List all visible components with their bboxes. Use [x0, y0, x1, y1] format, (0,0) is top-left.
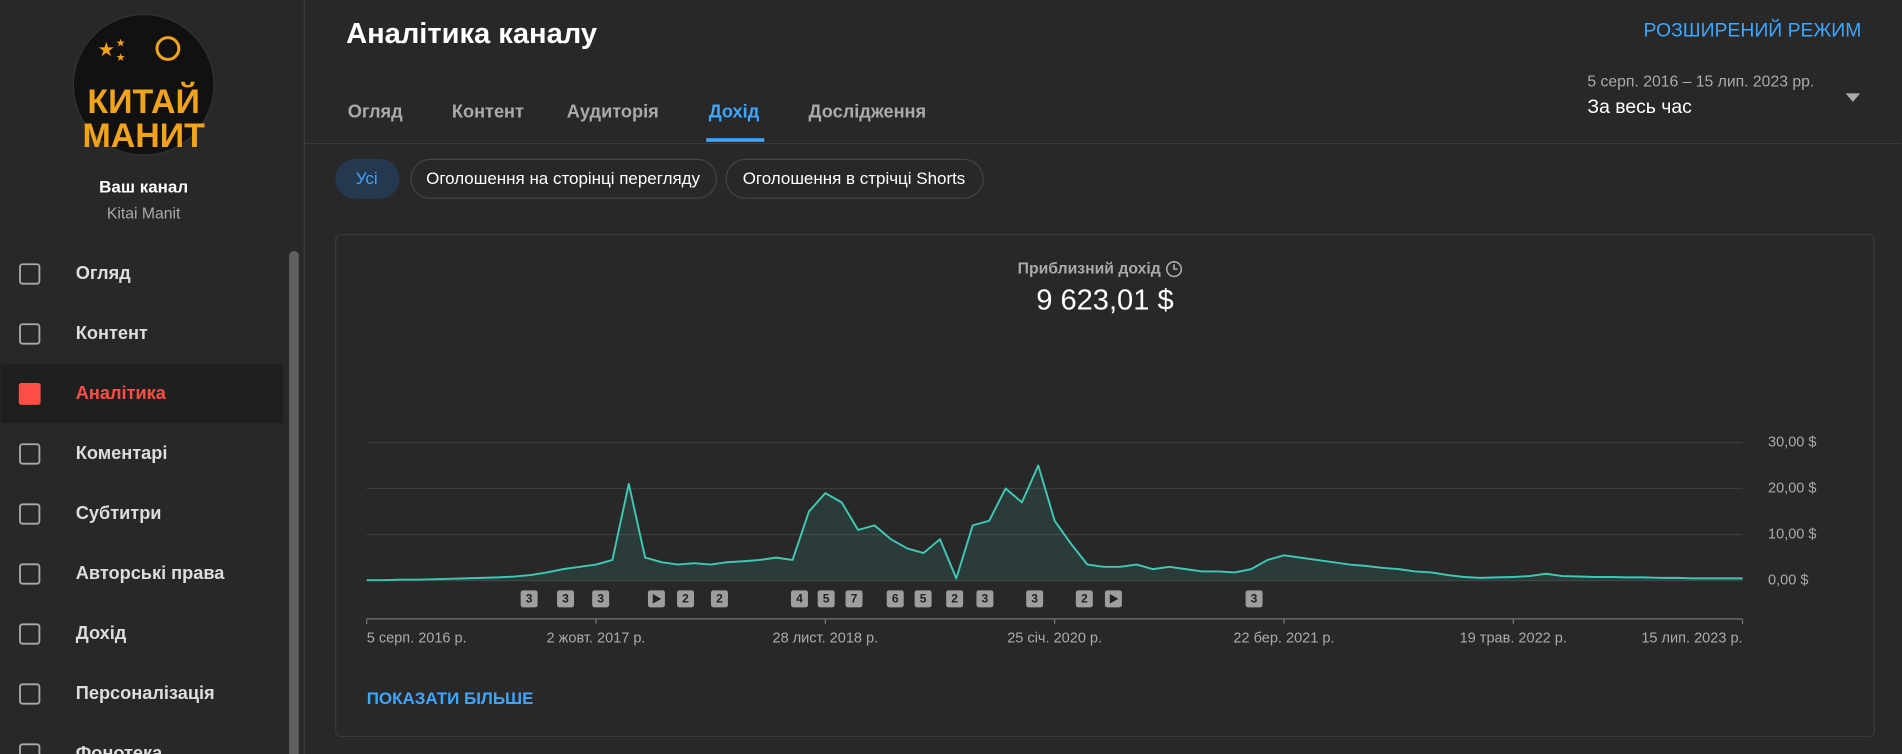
video-marker-label: 3 [982, 592, 989, 606]
video-marker-label: 5 [920, 592, 927, 606]
scrollbar[interactable] [289, 250, 299, 754]
dropdown-arrow[interactable] [1845, 93, 1861, 102]
video-marker-label: 4 [796, 592, 803, 606]
filter-chip[interactable] [335, 158, 400, 199]
video-marker[interactable] [790, 590, 808, 608]
video-marker[interactable] [557, 590, 574, 608]
tab-underline [706, 138, 765, 142]
nav-icon [19, 563, 41, 585]
nav-icon [19, 443, 41, 465]
video-marker[interactable] [946, 590, 964, 608]
y-tick-label: 20,00 $ [1768, 480, 1816, 496]
nav-item[interactable]: Дохід [76, 623, 127, 643]
nav-icon [19, 323, 41, 345]
video-marker[interactable] [1075, 590, 1093, 608]
nav-icon [19, 263, 41, 285]
x-tick-label: 19 трав. 2022 р. [1460, 631, 1567, 647]
video-marker-label: 3 [526, 592, 533, 606]
x-tick-label: 2 жовт. 2017 р. [547, 631, 646, 647]
nav-icon [18, 383, 41, 405]
area [366, 465, 1743, 581]
nav-item[interactable]: Контент [76, 323, 148, 343]
video-marker[interactable] [677, 590, 695, 608]
video-marker[interactable] [817, 590, 835, 608]
video-marker[interactable] [710, 590, 728, 608]
video-marker-label: 3 [597, 592, 604, 606]
nav-item[interactable]: Аналітика [76, 383, 167, 403]
y-tick-label: 30,00 $ [1768, 434, 1816, 450]
show-more-button[interactable]: ПОКАЗАТИ БІЛЬШЕ [367, 689, 534, 708]
info-icon[interactable] [1165, 261, 1183, 278]
nav-icon [19, 683, 41, 705]
video-marker-label: 3 [1251, 592, 1258, 606]
video-marker-icon [652, 593, 662, 604]
nav-item[interactable]: Персоналізація [76, 683, 215, 703]
video-marker-label: 2 [951, 592, 958, 606]
video-marker-label: 6 [892, 592, 899, 606]
video-marker[interactable] [976, 590, 994, 608]
nav-icon [19, 503, 41, 525]
tab[interactable]: Дослідження [809, 102, 927, 122]
nav-item[interactable]: Огляд [76, 263, 131, 283]
filter-chip[interactable] [410, 158, 718, 199]
nav-item[interactable]: Фонотека [76, 743, 163, 754]
nav-item[interactable]: Субтитри [76, 503, 162, 523]
date-range: 5 серп. 2016 – 15 лип. 2023 рр. [1587, 74, 1814, 91]
logo-text: МАНИТ [82, 117, 205, 155]
tab[interactable]: Огляд [348, 102, 403, 122]
nav-item[interactable]: Коментарі [76, 443, 168, 463]
logo-icon: ★ ★★ [98, 36, 181, 64]
svg-text:★: ★ [116, 52, 126, 64]
video-marker-label: 2 [1081, 592, 1088, 606]
video-marker-label: 2 [716, 592, 723, 606]
video-marker[interactable] [914, 590, 932, 608]
filter-chip[interactable] [725, 158, 984, 199]
svg-text:★: ★ [116, 38, 126, 50]
tab[interactable]: Дохід [709, 102, 760, 122]
logo-text: КИТАЙ [87, 82, 200, 121]
video-marker-label: 3 [562, 592, 569, 606]
x-tick-label: 5 серп. 2016 р. [367, 631, 467, 647]
line [366, 464, 1743, 582]
nav-icon [19, 743, 41, 754]
video-marker-icon [1109, 593, 1119, 604]
filter-chip-label: Оголошення на сторінці перегляду [426, 169, 700, 188]
x-tick-label: 15 лип. 2023 р. [1641, 631, 1742, 647]
video-marker-label: 7 [851, 592, 858, 606]
tab[interactable]: Аудиторія [567, 102, 659, 122]
video-marker[interactable] [520, 590, 538, 608]
period-selector[interactable]: За весь час [1587, 96, 1692, 118]
nav-icon [19, 623, 41, 645]
x-tick-label: 28 лист. 2018 р. [772, 631, 878, 647]
channel-label: Ваш канал [99, 177, 188, 196]
chart-title: Приблизний дохід [1018, 260, 1161, 277]
x-tick-label: 25 січ. 2020 р. [1007, 631, 1102, 647]
x-tick-label: 22 бер. 2021 р. [1233, 631, 1334, 647]
nav-active-bg [0, 363, 284, 424]
page-title: Аналітика каналу [346, 18, 598, 50]
video-marker[interactable] [1026, 590, 1044, 608]
channel-name: Kitai Manit [107, 206, 181, 223]
y-tick-label: 10,00 $ [1768, 526, 1816, 542]
advanced-mode-button[interactable]: РОЗШИРЕНИЙ РЕЖИМ [1644, 18, 1862, 42]
video-marker-label: 3 [1031, 592, 1038, 606]
filter-chip-label: Усі [356, 169, 378, 188]
tab[interactable]: Контент [452, 102, 524, 122]
filter-chip-label: Оголошення в стрічці Shorts [743, 169, 966, 188]
video-marker-label: 5 [823, 592, 830, 606]
video-marker[interactable] [886, 590, 904, 608]
total-value: 9 623,01 $ [1036, 285, 1173, 317]
nav-item[interactable]: Авторські права [76, 563, 225, 583]
video-marker-label: 2 [682, 592, 689, 606]
y-tick-label: 0,00 $ [1768, 572, 1808, 588]
video-marker[interactable] [845, 590, 863, 608]
video-marker[interactable] [1245, 590, 1263, 608]
chart-card [335, 233, 1875, 738]
svg-text:★: ★ [98, 39, 115, 61]
video-marker[interactable] [592, 590, 610, 608]
